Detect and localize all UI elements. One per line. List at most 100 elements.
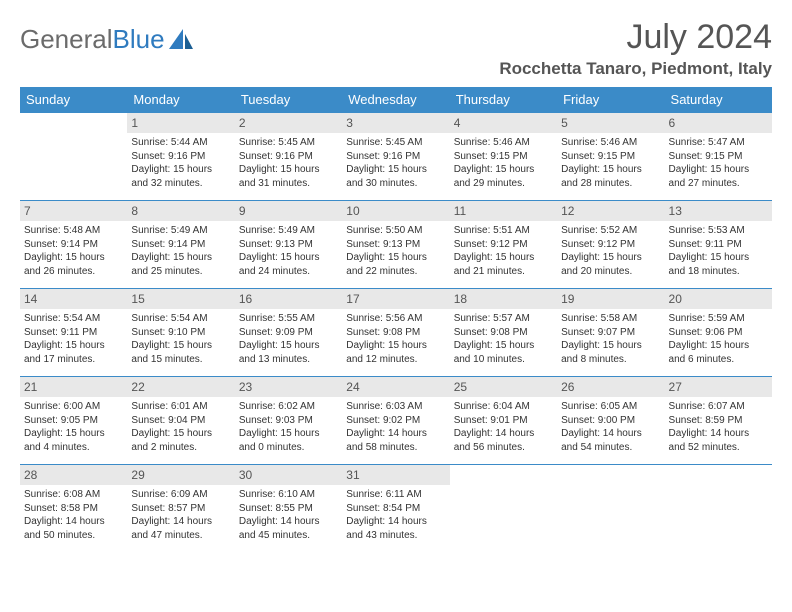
daylight-text: Daylight: 15 hours and 12 minutes. [346, 339, 445, 366]
sunrise-text: Sunrise: 5:54 AM [24, 312, 123, 326]
sunrise-text: Sunrise: 6:09 AM [131, 488, 230, 502]
sunrise-text: Sunrise: 6:08 AM [24, 488, 123, 502]
day-number: 11 [450, 201, 557, 221]
calendar-cell: 10Sunrise: 5:50 AMSunset: 9:13 PMDayligh… [342, 201, 449, 289]
calendar-cell: 3Sunrise: 5:45 AMSunset: 9:16 PMDaylight… [342, 113, 449, 201]
day-header: Tuesday [235, 87, 342, 113]
sunrise-text: Sunrise: 5:45 AM [346, 136, 445, 150]
day-header: Monday [127, 87, 234, 113]
calendar-cell: 8Sunrise: 5:49 AMSunset: 9:14 PMDaylight… [127, 201, 234, 289]
day-number: 20 [665, 289, 772, 309]
logo-text-2: Blue [113, 24, 165, 55]
calendar-cell: 17Sunrise: 5:56 AMSunset: 9:08 PMDayligh… [342, 289, 449, 377]
daylight-text: Daylight: 15 hours and 2 minutes. [131, 427, 230, 454]
day-number: 25 [450, 377, 557, 397]
calendar-cell: 9Sunrise: 5:49 AMSunset: 9:13 PMDaylight… [235, 201, 342, 289]
sunrise-text: Sunrise: 6:11 AM [346, 488, 445, 502]
calendar-cell: 24Sunrise: 6:03 AMSunset: 9:02 PMDayligh… [342, 377, 449, 465]
sunset-text: Sunset: 8:54 PM [346, 502, 445, 516]
sunrise-text: Sunrise: 5:48 AM [24, 224, 123, 238]
day-number: 30 [235, 465, 342, 485]
daylight-text: Daylight: 15 hours and 30 minutes. [346, 163, 445, 190]
calendar-cell: 14Sunrise: 5:54 AMSunset: 9:11 PMDayligh… [20, 289, 127, 377]
daylight-text: Daylight: 14 hours and 54 minutes. [561, 427, 660, 454]
sunset-text: Sunset: 8:58 PM [24, 502, 123, 516]
daylight-text: Daylight: 15 hours and 32 minutes. [131, 163, 230, 190]
location: Rocchetta Tanaro, Piedmont, Italy [499, 59, 772, 79]
sunset-text: Sunset: 9:13 PM [346, 238, 445, 252]
daylight-text: Daylight: 14 hours and 58 minutes. [346, 427, 445, 454]
day-number: 10 [342, 201, 449, 221]
daylight-text: Daylight: 15 hours and 22 minutes. [346, 251, 445, 278]
day-number: 1 [127, 113, 234, 133]
daylight-text: Daylight: 15 hours and 0 minutes. [239, 427, 338, 454]
calendar: Sunday Monday Tuesday Wednesday Thursday… [20, 87, 772, 553]
calendar-cell: 21Sunrise: 6:00 AMSunset: 9:05 PMDayligh… [20, 377, 127, 465]
calendar-cell: 18Sunrise: 5:57 AMSunset: 9:08 PMDayligh… [450, 289, 557, 377]
calendar-cell: 26Sunrise: 6:05 AMSunset: 9:00 PMDayligh… [557, 377, 664, 465]
sunrise-text: Sunrise: 5:59 AM [669, 312, 768, 326]
sunset-text: Sunset: 9:01 PM [454, 414, 553, 428]
sunset-text: Sunset: 9:16 PM [239, 150, 338, 164]
day-header: Friday [557, 87, 664, 113]
sunrise-text: Sunrise: 6:01 AM [131, 400, 230, 414]
daylight-text: Daylight: 15 hours and 31 minutes. [239, 163, 338, 190]
sunrise-text: Sunrise: 5:46 AM [561, 136, 660, 150]
sunrise-text: Sunrise: 5:44 AM [131, 136, 230, 150]
logo-text-1: General [20, 24, 113, 55]
sunset-text: Sunset: 9:08 PM [346, 326, 445, 340]
sunrise-text: Sunrise: 5:49 AM [239, 224, 338, 238]
sunset-text: Sunset: 8:57 PM [131, 502, 230, 516]
calendar-cell: 6Sunrise: 5:47 AMSunset: 9:15 PMDaylight… [665, 113, 772, 201]
sunrise-text: Sunrise: 5:46 AM [454, 136, 553, 150]
sunrise-text: Sunrise: 5:56 AM [346, 312, 445, 326]
daylight-text: Daylight: 15 hours and 15 minutes. [131, 339, 230, 366]
day-number: 7 [20, 201, 127, 221]
sunset-text: Sunset: 9:12 PM [561, 238, 660, 252]
daylight-text: Daylight: 15 hours and 20 minutes. [561, 251, 660, 278]
calendar-cell: 30Sunrise: 6:10 AMSunset: 8:55 PMDayligh… [235, 465, 342, 553]
daylight-text: Daylight: 14 hours and 56 minutes. [454, 427, 553, 454]
day-header: Saturday [665, 87, 772, 113]
day-number: 19 [557, 289, 664, 309]
calendar-cell: 19Sunrise: 5:58 AMSunset: 9:07 PMDayligh… [557, 289, 664, 377]
day-number: 13 [665, 201, 772, 221]
sunset-text: Sunset: 9:16 PM [131, 150, 230, 164]
sunset-text: Sunset: 9:15 PM [454, 150, 553, 164]
daylight-text: Daylight: 15 hours and 21 minutes. [454, 251, 553, 278]
sunrise-text: Sunrise: 5:51 AM [454, 224, 553, 238]
sunset-text: Sunset: 9:00 PM [561, 414, 660, 428]
sunset-text: Sunset: 9:06 PM [669, 326, 768, 340]
calendar-cell: 7Sunrise: 5:48 AMSunset: 9:14 PMDaylight… [20, 201, 127, 289]
day-number: 23 [235, 377, 342, 397]
calendar-cell [450, 465, 557, 553]
daylight-text: Daylight: 15 hours and 13 minutes. [239, 339, 338, 366]
calendar-cell: 31Sunrise: 6:11 AMSunset: 8:54 PMDayligh… [342, 465, 449, 553]
calendar-week-row: 28Sunrise: 6:08 AMSunset: 8:58 PMDayligh… [20, 465, 772, 553]
sunset-text: Sunset: 8:59 PM [669, 414, 768, 428]
sunrise-text: Sunrise: 5:58 AM [561, 312, 660, 326]
daylight-text: Daylight: 15 hours and 10 minutes. [454, 339, 553, 366]
calendar-cell: 20Sunrise: 5:59 AMSunset: 9:06 PMDayligh… [665, 289, 772, 377]
daylight-text: Daylight: 15 hours and 26 minutes. [24, 251, 123, 278]
sunrise-text: Sunrise: 5:53 AM [669, 224, 768, 238]
calendar-week-row: 14Sunrise: 5:54 AMSunset: 9:11 PMDayligh… [20, 289, 772, 377]
day-number: 12 [557, 201, 664, 221]
daylight-text: Daylight: 14 hours and 43 minutes. [346, 515, 445, 542]
day-number: 18 [450, 289, 557, 309]
day-number: 14 [20, 289, 127, 309]
calendar-cell: 2Sunrise: 5:45 AMSunset: 9:16 PMDaylight… [235, 113, 342, 201]
daylight-text: Daylight: 14 hours and 45 minutes. [239, 515, 338, 542]
sunrise-text: Sunrise: 5:49 AM [131, 224, 230, 238]
daylight-text: Daylight: 14 hours and 50 minutes. [24, 515, 123, 542]
daylight-text: Daylight: 15 hours and 24 minutes. [239, 251, 338, 278]
calendar-cell: 5Sunrise: 5:46 AMSunset: 9:15 PMDaylight… [557, 113, 664, 201]
sunset-text: Sunset: 8:55 PM [239, 502, 338, 516]
sunset-text: Sunset: 9:04 PM [131, 414, 230, 428]
sunrise-text: Sunrise: 5:52 AM [561, 224, 660, 238]
day-number: 27 [665, 377, 772, 397]
day-number: 29 [127, 465, 234, 485]
daylight-text: Daylight: 15 hours and 8 minutes. [561, 339, 660, 366]
sunset-text: Sunset: 9:08 PM [454, 326, 553, 340]
title-block: July 2024 Rocchetta Tanaro, Piedmont, It… [499, 18, 772, 79]
